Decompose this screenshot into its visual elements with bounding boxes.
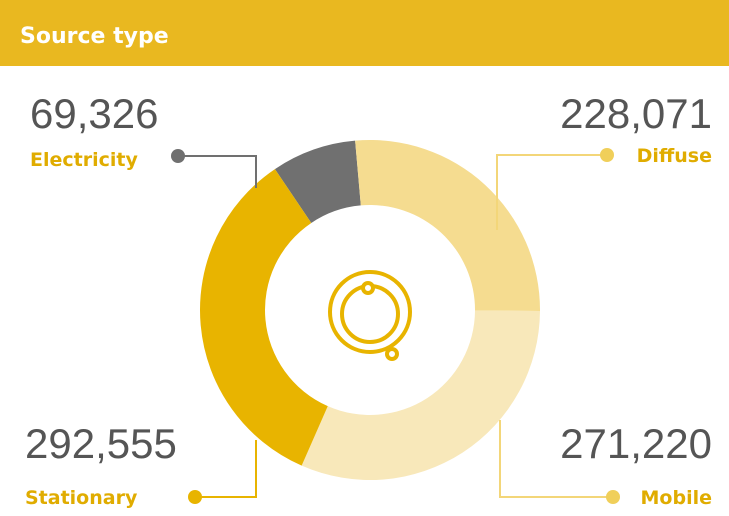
connector-line	[499, 420, 613, 498]
value-label: 292,555	[25, 420, 177, 467]
header-bar	[0, 0, 729, 66]
connector-line	[496, 154, 607, 230]
donut-slice	[199, 169, 328, 466]
connector-line	[178, 155, 257, 188]
legend-dot	[606, 490, 620, 504]
donut-slice	[274, 140, 361, 223]
connector-line	[195, 440, 257, 498]
center-icon	[328, 270, 412, 361]
donut-slice	[301, 310, 540, 480]
legend-dot	[600, 148, 614, 162]
category-label: Diffuse	[637, 145, 712, 167]
legend-dot	[171, 149, 185, 163]
legend-dot	[188, 490, 202, 504]
category-label: Electricity	[30, 149, 138, 171]
chart-title: Source type	[20, 24, 169, 49]
category-label: Stationary	[25, 487, 138, 509]
value-label: 228,071	[560, 90, 712, 137]
donut	[199, 140, 540, 480]
donut-slice	[355, 140, 540, 311]
value-label: 69,326	[30, 90, 158, 137]
value-label: 271,220	[560, 420, 712, 467]
category-label: Mobile	[641, 487, 712, 509]
